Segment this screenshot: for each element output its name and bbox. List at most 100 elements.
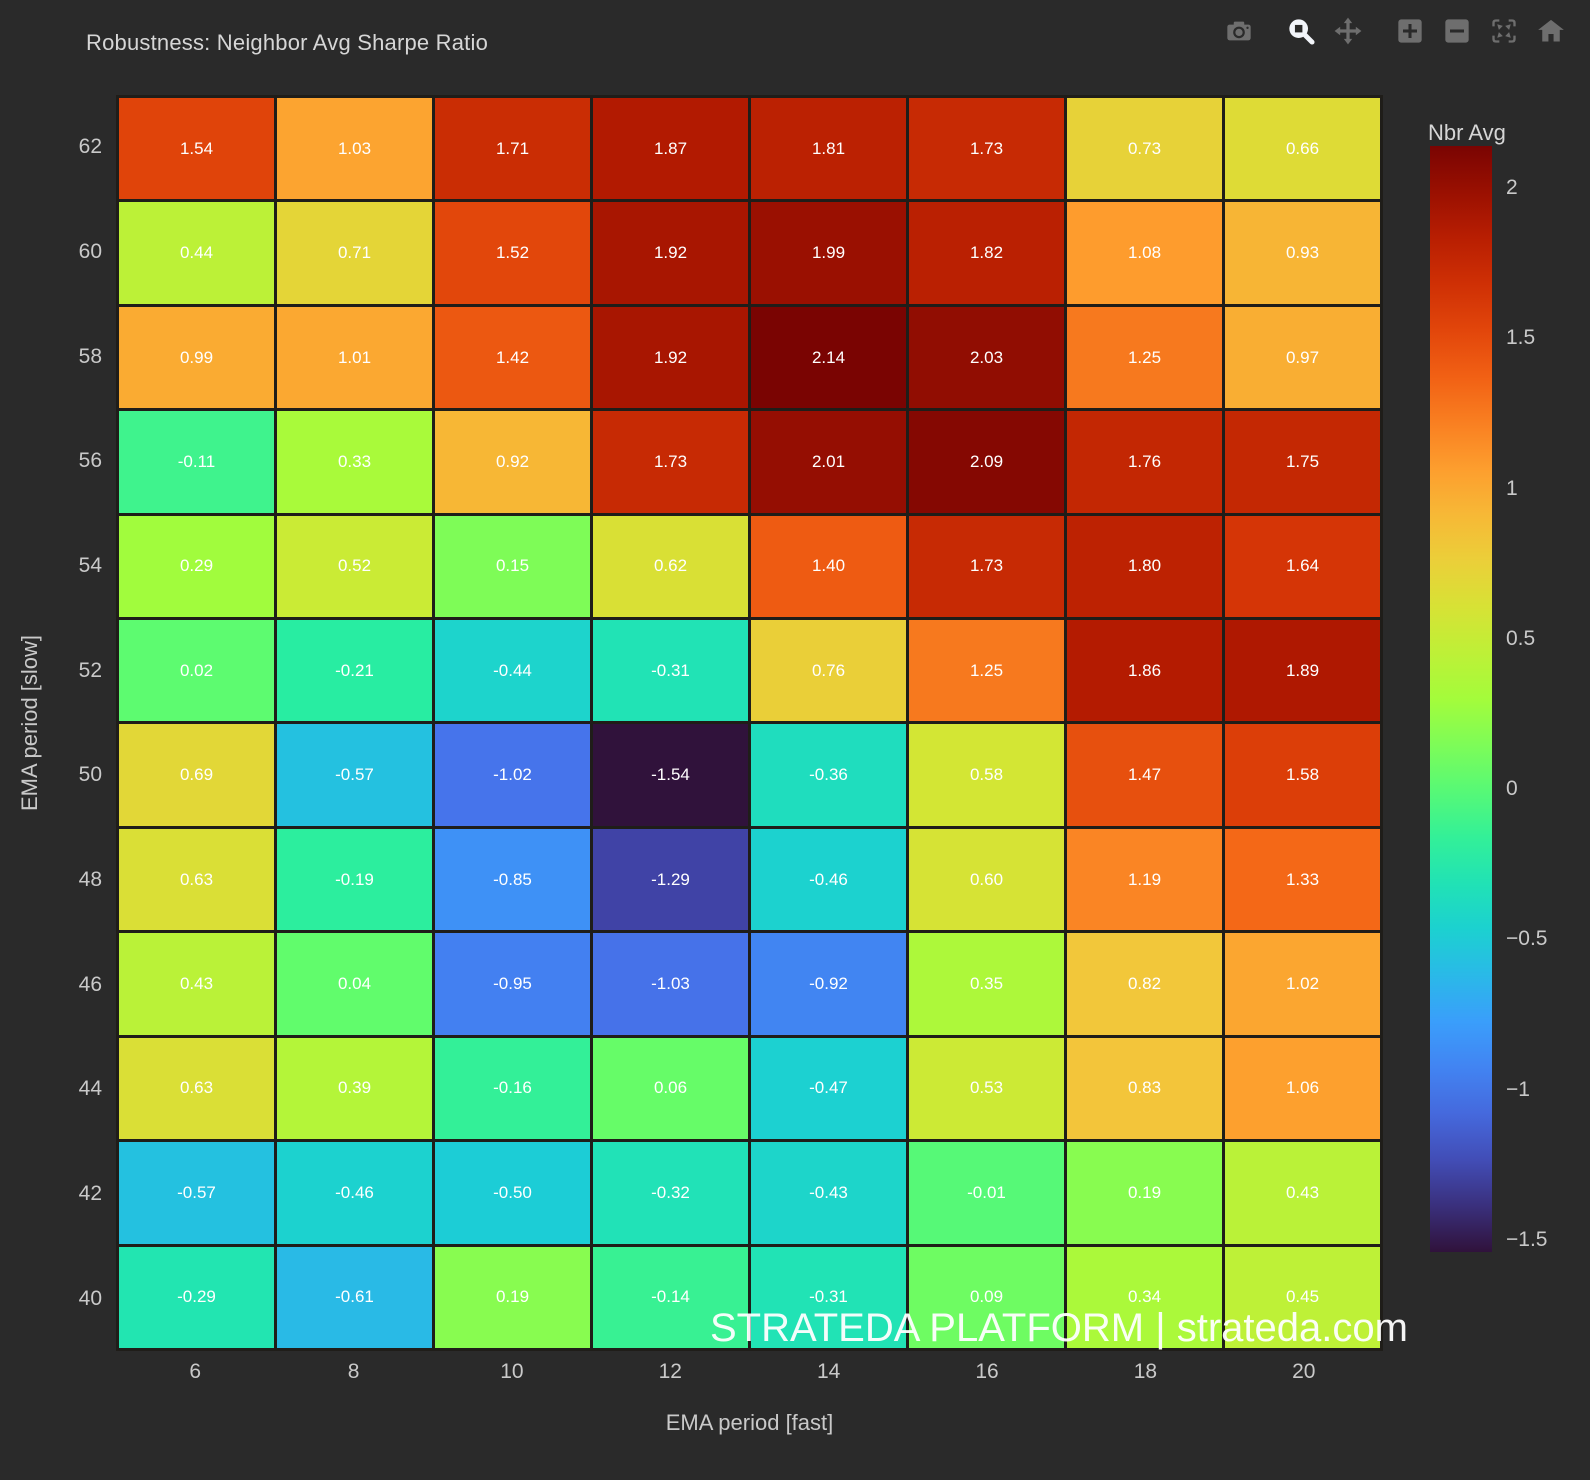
heatmap-cell[interactable]: 0.76 <box>751 620 906 722</box>
heatmap-cell[interactable]: 0.33 <box>277 411 432 513</box>
heatmap-cell[interactable]: 1.54 <box>119 98 274 200</box>
heatmap-cell[interactable]: 0.63 <box>119 1037 274 1140</box>
heatmap-cell[interactable]: 0.35 <box>909 933 1064 1035</box>
heatmap-cell[interactable]: -0.11 <box>119 411 274 513</box>
heatmap-cell[interactable]: 1.73 <box>593 411 748 513</box>
heatmap-cell[interactable]: 2.03 <box>909 306 1064 409</box>
heatmap-cell[interactable]: 1.89 <box>1225 620 1380 722</box>
heatmap-cell[interactable]: 1.02 <box>1225 933 1380 1035</box>
heatmap-cell[interactable]: 0.69 <box>119 724 274 826</box>
heatmap-cell[interactable]: -0.46 <box>277 1142 432 1244</box>
heatmap-cell[interactable]: -0.57 <box>277 724 432 826</box>
zoom-out-icon[interactable] <box>1442 16 1472 46</box>
heatmap-cell[interactable]: 0.29 <box>119 515 274 618</box>
heatmap-cell[interactable]: 1.19 <box>1067 828 1222 931</box>
heatmap-cell[interactable]: 1.25 <box>909 620 1064 722</box>
heatmap-cell[interactable]: 1.52 <box>435 202 590 304</box>
heatmap-cell[interactable]: -0.19 <box>277 828 432 931</box>
heatmap-cell[interactable]: -0.01 <box>909 1142 1064 1244</box>
heatmap-cell[interactable]: -1.54 <box>593 724 748 826</box>
heatmap-cell[interactable]: 0.19 <box>435 1246 590 1348</box>
heatmap-cell[interactable]: 1.71 <box>435 98 590 200</box>
heatmap-cell[interactable]: 0.52 <box>277 515 432 618</box>
heatmap-cell[interactable]: 0.93 <box>1225 202 1380 304</box>
heatmap-cell[interactable]: 1.99 <box>751 202 906 304</box>
heatmap-cell[interactable]: 1.64 <box>1225 515 1380 618</box>
heatmap-cell[interactable]: -1.02 <box>435 724 590 826</box>
heatmap-cell[interactable]: -0.46 <box>751 828 906 931</box>
heatmap-cell[interactable]: 1.47 <box>1067 724 1222 826</box>
heatmap-cell[interactable]: -1.29 <box>593 828 748 931</box>
zoom-icon[interactable] <box>1286 16 1316 46</box>
heatmap-cell[interactable]: -0.61 <box>277 1246 432 1348</box>
heatmap-cell[interactable]: 1.42 <box>435 306 590 409</box>
heatmap-cell[interactable]: 2.01 <box>751 411 906 513</box>
heatmap-cell[interactable]: 0.92 <box>435 411 590 513</box>
heatmap-cell[interactable]: 1.58 <box>1225 724 1380 826</box>
heatmap-cell[interactable]: 1.81 <box>751 98 906 200</box>
heatmap-cell[interactable]: 0.53 <box>909 1037 1064 1140</box>
heatmap-cell[interactable]: -1.03 <box>593 933 748 1035</box>
heatmap-grid[interactable]: 1.54 1.03 1.71 1.87 1.81 1.73 0.73 0.66 0.44 0.71… <box>116 95 1383 1351</box>
heatmap-cell[interactable]: 0.39 <box>277 1037 432 1140</box>
heatmap-cell[interactable]: 2.09 <box>909 411 1064 513</box>
heatmap-cell[interactable]: -0.14 <box>593 1246 748 1348</box>
heatmap-cell[interactable]: 1.01 <box>277 306 432 409</box>
heatmap-cell[interactable]: 1.06 <box>1225 1037 1380 1140</box>
heatmap-cell[interactable]: 1.08 <box>1067 202 1222 304</box>
heatmap-cell[interactable]: 1.76 <box>1067 411 1222 513</box>
heatmap-cell[interactable]: 0.19 <box>1067 1142 1222 1244</box>
heatmap-cell[interactable]: 1.86 <box>1067 620 1222 722</box>
heatmap-cell[interactable]: -0.16 <box>435 1037 590 1140</box>
heatmap-cell[interactable]: -0.21 <box>277 620 432 722</box>
heatmap-cell[interactable]: 1.33 <box>1225 828 1380 931</box>
heatmap-cell[interactable]: 1.80 <box>1067 515 1222 618</box>
heatmap-cell[interactable]: 1.92 <box>593 306 748 409</box>
heatmap-cell[interactable]: 1.73 <box>909 515 1064 618</box>
heatmap-cell[interactable]: -0.29 <box>119 1246 274 1348</box>
heatmap-cell[interactable]: 0.43 <box>1225 1142 1380 1244</box>
heatmap-cell[interactable]: 1.82 <box>909 202 1064 304</box>
zoom-in-icon[interactable] <box>1395 16 1425 46</box>
heatmap-cell[interactable]: -0.92 <box>751 933 906 1035</box>
heatmap-cell[interactable]: 0.15 <box>435 515 590 618</box>
heatmap-cell[interactable]: 0.62 <box>593 515 748 618</box>
heatmap-cell[interactable]: 0.99 <box>119 306 274 409</box>
heatmap-cell[interactable]: 0.02 <box>119 620 274 722</box>
heatmap-cell[interactable]: 1.73 <box>909 98 1064 200</box>
heatmap-cell[interactable]: 0.71 <box>277 202 432 304</box>
heatmap-cell[interactable]: 0.44 <box>119 202 274 304</box>
heatmap-cell[interactable]: 0.66 <box>1225 98 1380 200</box>
heatmap-cell[interactable]: 1.03 <box>277 98 432 200</box>
heatmap-cell[interactable]: -0.95 <box>435 933 590 1035</box>
heatmap-cell[interactable]: 0.06 <box>593 1037 748 1140</box>
heatmap-cell[interactable]: 1.40 <box>751 515 906 618</box>
heatmap-cell[interactable]: 2.14 <box>751 306 906 409</box>
heatmap-cell[interactable]: -0.43 <box>751 1142 906 1244</box>
autoscale-icon[interactable] <box>1489 16 1519 46</box>
heatmap-cell[interactable]: 0.63 <box>119 828 274 931</box>
camera-icon[interactable] <box>1224 16 1254 46</box>
heatmap-cell[interactable]: -0.31 <box>751 1246 906 1348</box>
heatmap-cell[interactable]: 0.83 <box>1067 1037 1222 1140</box>
heatmap-cell[interactable]: 0.34 <box>1067 1246 1222 1348</box>
heatmap-cell[interactable]: 1.92 <box>593 202 748 304</box>
heatmap-cell[interactable]: -0.50 <box>435 1142 590 1244</box>
heatmap-cell[interactable]: 1.75 <box>1225 411 1380 513</box>
heatmap-cell[interactable]: -0.31 <box>593 620 748 722</box>
heatmap-cell[interactable]: 0.04 <box>277 933 432 1035</box>
heatmap-cell[interactable]: -0.36 <box>751 724 906 826</box>
heatmap-cell[interactable]: 0.09 <box>909 1246 1064 1348</box>
reset-axes-home-icon[interactable] <box>1536 16 1566 46</box>
heatmap-cell[interactable]: -0.32 <box>593 1142 748 1244</box>
pan-icon[interactable] <box>1333 16 1363 46</box>
heatmap-cell[interactable]: -0.85 <box>435 828 590 931</box>
heatmap-cell[interactable]: 0.43 <box>119 933 274 1035</box>
heatmap-cell[interactable]: 1.25 <box>1067 306 1222 409</box>
heatmap-cell[interactable]: 0.58 <box>909 724 1064 826</box>
heatmap-cell[interactable]: 1.87 <box>593 98 748 200</box>
heatmap-cell[interactable]: -0.47 <box>751 1037 906 1140</box>
heatmap-cell[interactable]: 0.60 <box>909 828 1064 931</box>
heatmap-cell[interactable]: 0.97 <box>1225 306 1380 409</box>
heatmap-cell[interactable]: 0.82 <box>1067 933 1222 1035</box>
